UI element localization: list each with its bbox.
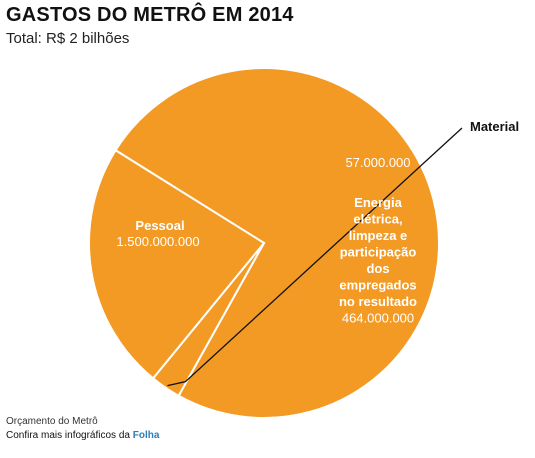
slice-value-material: 57.000.000 [345,155,410,170]
slice-energia [88,148,266,380]
slice-label-energia-line: limpeza e [349,228,408,243]
slice-label-energia-line: elétrica, [353,212,402,227]
slice-label-energia-line: Energia [354,195,402,210]
slice-label-energia-line: no resultado [339,294,417,309]
slice-pessoal [114,67,440,419]
material-callout-line [167,127,463,387]
slice-label-energia-line: participação [340,245,417,260]
chart-subtitle: Total: R$ 2 bilhões [6,30,130,47]
slice-label-material: Material [470,119,519,134]
credit-note: Confira mais infográficos da Folha [6,430,159,441]
slice-value-energia: 464.000.000 [342,311,414,326]
slice-label-pessoal: Pessoal [135,218,184,233]
slice-label-energia-line: empregados [339,278,416,293]
pie-slices [88,67,440,419]
slice-value-pessoal: 1.500.000.000 [116,234,199,249]
credit-prefix: Confira mais infográficos da [6,430,133,441]
chart-title: GASTOS DO METRÔ EM 2014 [6,4,294,26]
slice-label-energia-line: dos [366,261,389,276]
folha-link[interactable]: Folha [132,430,160,441]
source-note: Orçamento do Metrô [6,416,98,427]
